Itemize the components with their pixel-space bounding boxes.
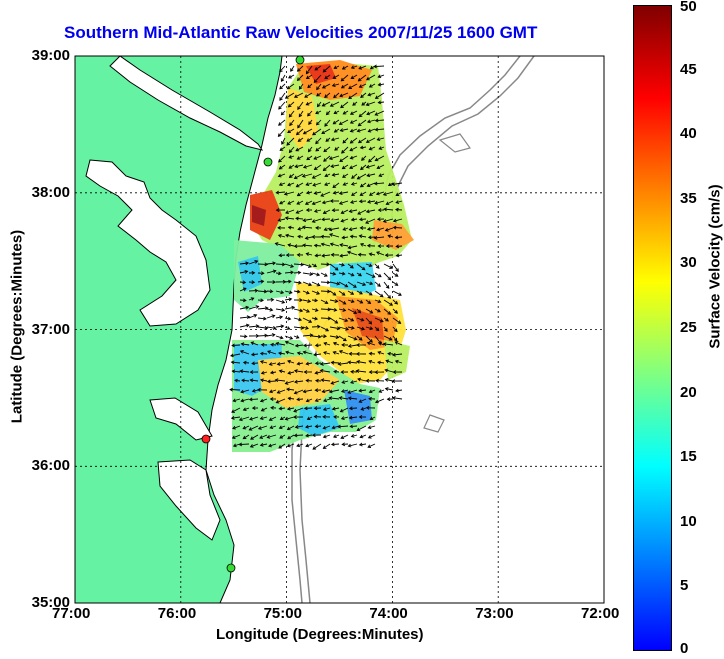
colorbar-tick-label: 45 xyxy=(680,60,697,78)
colorbar-tick-label: 50 xyxy=(680,0,697,15)
delaware-bay xyxy=(109,56,264,151)
plot-title: Southern Mid-Atlantic Raw Velocities 200… xyxy=(64,23,538,42)
colorbar-label: Surface Velocity (cm/s) xyxy=(706,184,724,349)
bathymetry-contour xyxy=(423,133,471,433)
pamlico-sound xyxy=(157,459,221,541)
x-tick-label: 75:00 xyxy=(263,605,302,622)
mid-coast-station xyxy=(201,434,211,444)
colorbar-tick-label: 15 xyxy=(680,448,697,466)
x-tick-label: 74:00 xyxy=(369,605,408,622)
velocity-vectors xyxy=(229,64,403,450)
chesapeake-bay xyxy=(85,159,211,327)
x-tick-label: 77:00 xyxy=(52,605,91,622)
plot-frame xyxy=(74,55,605,604)
y-axis-label: Latitude (Degrees:Minutes) xyxy=(8,229,26,424)
y-tick-label: 37:00 xyxy=(31,320,70,338)
colorbar-tick-label: 5 xyxy=(680,577,689,595)
x-tick-label: 76:00 xyxy=(157,605,197,622)
y-tick-label: 36:00 xyxy=(31,457,70,475)
y-tick-label: 39:00 xyxy=(31,47,70,64)
colorbar-tick-label: 10 xyxy=(680,512,697,530)
x-axis-label: Longitude (Degrees:Minutes) xyxy=(216,626,424,643)
colorbar-tick-label: 35 xyxy=(680,189,697,207)
colorbar-tick-label: 20 xyxy=(680,383,697,401)
y-tick-label: 35:00 xyxy=(31,594,70,611)
colorbar-tick-label: 40 xyxy=(680,125,697,143)
upper-coast-station xyxy=(263,157,273,167)
x-tick-label: 72:00 xyxy=(581,605,620,622)
y-tick-label: 38:00 xyxy=(31,183,70,201)
x-tick-label: 73:00 xyxy=(475,605,514,622)
north-station xyxy=(295,56,305,65)
colorbar-tick-label: 25 xyxy=(680,319,697,336)
south-station xyxy=(226,563,236,573)
colorbar-tick-label: 30 xyxy=(680,254,697,272)
colorbar-tick-label: 0 xyxy=(680,640,689,657)
colorbar xyxy=(633,5,672,651)
